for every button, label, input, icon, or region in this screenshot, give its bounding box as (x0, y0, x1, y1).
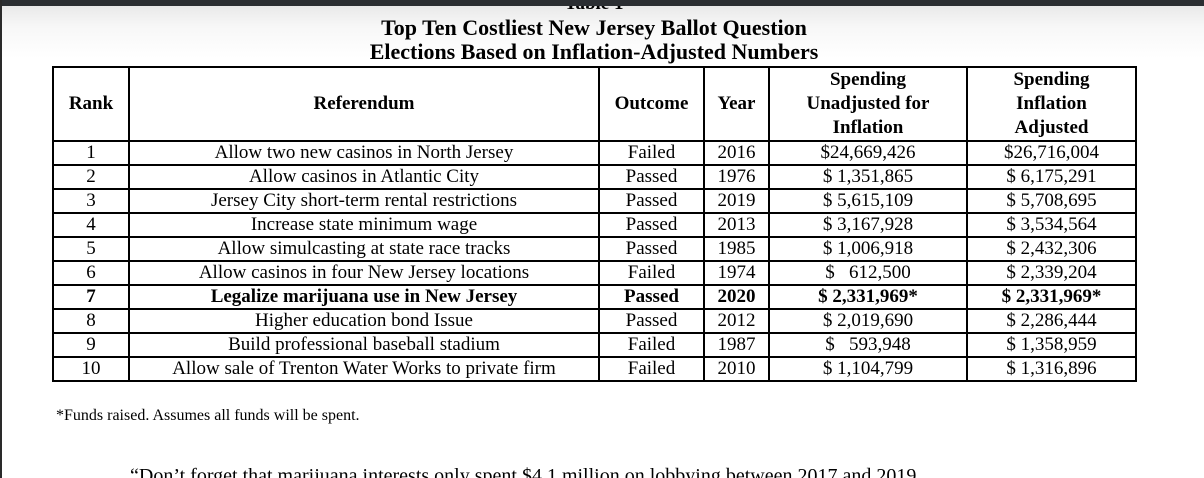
cell-outcome: Failed (598, 140, 705, 166)
cell-outcome: Failed (598, 332, 705, 358)
table-row: 5 Allow simulcasting at state race track… (52, 236, 1137, 262)
column-header-spending-unadjusted: Spending Unadjusted for Inflation (768, 66, 968, 142)
cell-outcome: Passed (598, 212, 705, 238)
cell-referendum: Legalize marijuana use in New Jersey (128, 284, 600, 310)
cell-referendum: Jersey City short-term rental restrictio… (128, 188, 600, 214)
table-row: 3 Jersey City short-term rental restrict… (52, 188, 1137, 214)
cell-outcome: Passed (598, 164, 705, 190)
column-header-spending-adjusted: Spending Inflation Adjusted (966, 66, 1137, 142)
cell-spending-adjusted: $ 2,331,969* (966, 284, 1137, 310)
cell-spending-adjusted: $ 3,534,564 (966, 212, 1137, 238)
cell-year: 2010 (703, 356, 770, 382)
cell-spending-adjusted: $26,716,004 (966, 140, 1137, 166)
cell-rank: 10 (52, 356, 130, 382)
cell-spending-adjusted: $ 2,339,204 (966, 260, 1137, 286)
cell-outcome: Passed (598, 236, 705, 262)
table-row: 6 Allow casinos in four New Jersey locat… (52, 260, 1137, 286)
cell-year: 2016 (703, 140, 770, 166)
cell-rank: 7 (52, 284, 130, 310)
cell-year: 1976 (703, 164, 770, 190)
table-header-row: Rank Referendum Outcome Year Spending Un… (52, 66, 1137, 142)
cell-referendum: Allow sale of Trenton Water Works to pri… (128, 356, 600, 382)
cell-referendum: Allow two new casinos in North Jersey (128, 140, 600, 166)
table-footnote: *Funds raised. Assumes all funds will be… (56, 407, 360, 424)
cell-spending-unadjusted: $ 593,948 (768, 332, 968, 358)
page-top-shadow (0, 6, 1204, 58)
cell-spending-unadjusted: $ 1,104,799 (768, 356, 968, 382)
doc-title-line2: Elections Based on Inflation-Adjusted Nu… (369, 39, 819, 64)
cell-referendum: Allow casinos in four New Jersey locatio… (128, 260, 600, 286)
cell-spending-adjusted: $ 6,175,291 (966, 164, 1137, 190)
cell-rank: 6 (52, 260, 130, 286)
cell-rank: 3 (52, 188, 130, 214)
table-row-highlighted: 7 Legalize marijuana use in New Jersey P… (52, 284, 1137, 310)
cell-year: 2013 (703, 212, 770, 238)
cell-rank: 5 (52, 236, 130, 262)
table-row: 10 Allow sale of Trenton Water Works to … (52, 356, 1137, 382)
table-row: 9 Build professional baseball stadium Fa… (52, 332, 1137, 358)
cell-outcome: Passed (598, 284, 705, 310)
cell-spending-adjusted: $ 1,316,896 (966, 356, 1137, 382)
table-row: 2 Allow casinos in Atlantic City Passed … (52, 164, 1137, 190)
cell-outcome: Passed (598, 188, 705, 214)
cell-outcome: Passed (598, 308, 705, 334)
cell-spending-unadjusted: $24,669,426 (768, 140, 968, 166)
window-top-bar (0, 0, 1204, 6)
cell-year: 2019 (703, 188, 770, 214)
table-row: 8 Higher education bond Issue Passed 201… (52, 308, 1137, 334)
cell-referendum: Higher education bond Issue (128, 308, 600, 334)
table-row: 1 Allow two new casinos in North Jersey … (52, 140, 1137, 166)
cell-rank: 8 (52, 308, 130, 334)
cell-year: 1987 (703, 332, 770, 358)
cell-year: 1985 (703, 236, 770, 262)
cell-outcome: Failed (598, 356, 705, 382)
cell-spending-unadjusted: $ 2,019,690 (768, 308, 968, 334)
cell-spending-adjusted: $ 1,358,959 (966, 332, 1137, 358)
cell-rank: 4 (52, 212, 130, 238)
cell-referendum: Increase state minimum wage (128, 212, 600, 238)
cell-referendum: Allow casinos in Atlantic City (128, 164, 600, 190)
column-header-year: Year (703, 66, 770, 142)
cell-rank: 1 (52, 140, 130, 166)
doc-title-line1: Top Ten Costliest New Jersey Ballot Ques… (381, 15, 807, 40)
cell-spending-unadjusted: $ 5,615,109 (768, 188, 968, 214)
cell-spending-adjusted: $ 5,708,695 (966, 188, 1137, 214)
cell-spending-unadjusted: $ 1,351,865 (768, 164, 968, 190)
cell-rank: 9 (52, 332, 130, 358)
cell-year: 2020 (703, 284, 770, 310)
window-left-edge (0, 0, 2, 478)
cell-spending-unadjusted: $ 2,331,969* (768, 284, 968, 310)
cell-spending-unadjusted: $ 1,006,918 (768, 236, 968, 262)
cell-spending-adjusted: $ 2,432,306 (966, 236, 1137, 262)
cell-outcome: Failed (598, 260, 705, 286)
cell-referendum: Allow simulcasting at state race tracks (128, 236, 600, 262)
cell-year: 2012 (703, 308, 770, 334)
cell-rank: 2 (52, 164, 130, 190)
body-text-clipped: “Don’t forget that marijuana interests o… (130, 465, 917, 478)
column-header-rank: Rank (52, 66, 130, 142)
cell-spending-adjusted: $ 2,286,444 (966, 308, 1137, 334)
cell-spending-unadjusted: $ 3,167,928 (768, 212, 968, 238)
ballot-question-table: Rank Referendum Outcome Year Spending Un… (52, 66, 1137, 382)
column-header-referendum: Referendum (128, 66, 600, 142)
cell-year: 1974 (703, 260, 770, 286)
table-row: 4 Increase state minimum wage Passed 201… (52, 212, 1137, 238)
cell-referendum: Build professional baseball stadium (128, 332, 600, 358)
cell-spending-unadjusted: $ 612,500 (768, 260, 968, 286)
column-header-outcome: Outcome (598, 66, 705, 142)
